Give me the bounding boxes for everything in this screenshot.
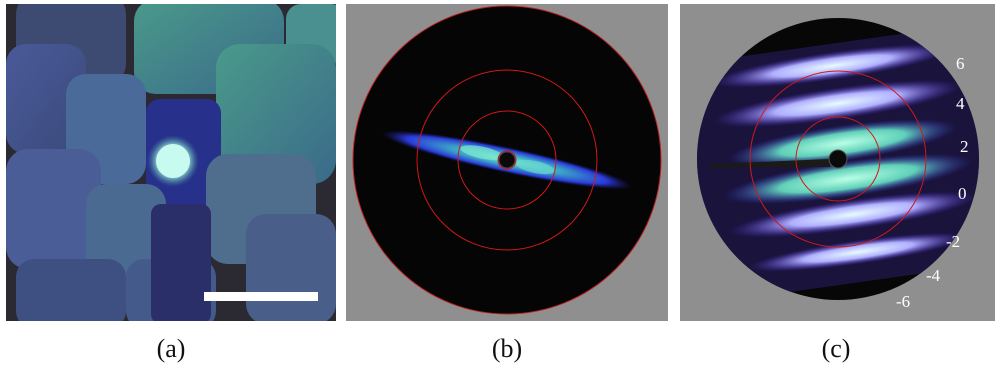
scale-label-0: 0 xyxy=(958,184,967,203)
scale-label-6: 6 xyxy=(956,54,965,73)
scattering-pattern-b-panel xyxy=(346,4,668,321)
micrograph-panel xyxy=(6,4,336,321)
micrograph-image xyxy=(6,4,336,321)
scattering-pattern-b xyxy=(346,4,668,321)
scattering-pattern-c xyxy=(680,4,995,321)
scale-label-2: 2 xyxy=(960,137,969,156)
scale-label-minus-2: -2 xyxy=(946,232,961,251)
scale-label-minus-4: -4 xyxy=(926,266,941,285)
scattering-pattern-c-panel: 6 4 2 0 -2 -4 -6 xyxy=(680,4,995,321)
caption-a: (a) xyxy=(156,334,186,363)
caption-c: (c) xyxy=(821,334,851,363)
scale-bar xyxy=(204,292,318,301)
scale-label-minus-6: -6 xyxy=(896,292,911,311)
caption-b: (b) xyxy=(491,334,523,363)
scale-label-4: 4 xyxy=(956,94,965,113)
